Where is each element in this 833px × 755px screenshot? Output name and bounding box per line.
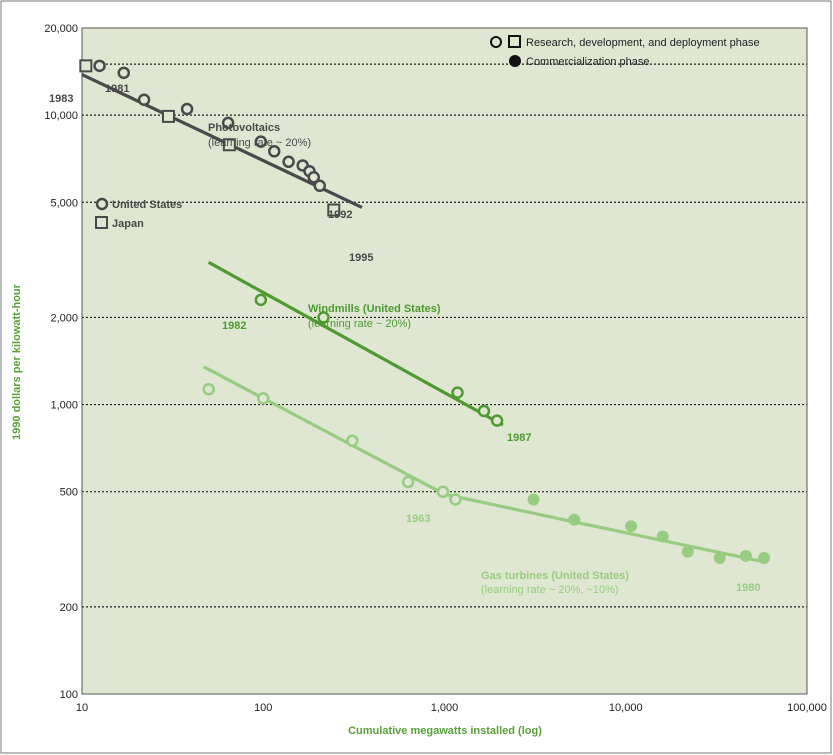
x-tick-label: 10,000 — [609, 702, 643, 714]
gas_rdd-point — [346, 434, 359, 447]
gas_commercial-point — [681, 545, 694, 558]
legend-commercial-label: Commercialization phase — [526, 56, 650, 68]
pv-title: Photovoltaics — [208, 122, 280, 134]
pv_japan-point — [222, 138, 236, 152]
pv-us-legend-label: United States — [112, 199, 182, 211]
gas_commercial-point — [739, 549, 752, 562]
pv_japan-point — [327, 203, 341, 217]
pv_japan-point — [161, 109, 175, 123]
pv_us-point — [282, 155, 295, 169]
legend-filled-circle-icon — [509, 55, 521, 67]
year-1981: 1981 — [105, 83, 129, 95]
year-1982: 1982 — [222, 320, 246, 332]
y-tick-label: 500 — [60, 487, 78, 499]
year-1980: 1980 — [736, 582, 760, 594]
gas_commercial-point — [568, 513, 581, 526]
x-tick-label: 10 — [76, 702, 88, 714]
pv_us-point — [221, 116, 235, 130]
pv_us-point — [180, 102, 194, 116]
y-tick-label: 5,000 — [50, 197, 78, 209]
wind-point — [317, 311, 330, 324]
pv-japan-legend-label: Japan — [112, 218, 144, 230]
gas_commercial-point — [656, 530, 669, 543]
wind-point — [477, 404, 491, 418]
x-tick-label: 1,000 — [431, 702, 459, 714]
pv-japan-legend-icon — [95, 216, 108, 229]
y-tick-label: 2,000 — [50, 312, 78, 324]
gas-trend-line — [203, 365, 768, 564]
pv_us-point — [93, 59, 106, 73]
pv_us-point — [117, 66, 131, 80]
gas_commercial-point — [625, 520, 638, 533]
gas_rdd-point — [202, 382, 215, 396]
legend-open-circle-icon — [490, 36, 502, 48]
y-tick-label: 20,000 — [44, 23, 78, 35]
year-1983: 1983 — [49, 93, 73, 105]
pv_us-point — [313, 179, 327, 193]
wind-point — [490, 414, 504, 427]
legend: Research, development, and deployment ph… — [490, 35, 760, 68]
y-tick-label: 1,000 — [50, 400, 78, 412]
gridlines — [82, 63, 807, 608]
legend-rdd-label: Research, development, and deployment ph… — [526, 37, 760, 49]
year-1995: 1995 — [349, 252, 373, 264]
x-tick-label: 100 — [254, 702, 272, 714]
wind-point — [451, 386, 464, 399]
y-tick-label: 10,000 — [44, 110, 78, 122]
gas_rdd-point — [257, 392, 270, 405]
pv-rate: (learning rate ~ 20%) — [208, 137, 311, 149]
data-points — [79, 59, 771, 565]
x-axis-title: Cumulative megawatts installed (log) — [348, 725, 542, 737]
pv_us-point — [137, 93, 151, 107]
x-tick-label: 100,000 — [787, 702, 827, 714]
wind-trend-line — [207, 260, 504, 427]
pv_us-point — [268, 145, 281, 158]
wind-rate: (learning rate ~ 20%) — [308, 318, 411, 330]
plot-frame — [81, 27, 808, 695]
year-1963: 1963 — [406, 513, 430, 525]
year-1992: 1992 — [328, 209, 352, 221]
y-axis-ticks: 100 200 500 1,000 2,000 5,000 10,000 20,000 — [44, 23, 78, 701]
y-tick-label: 200 — [60, 602, 78, 614]
gas_rdd-point — [436, 485, 450, 498]
x-axis-ticks: 10 100 1,000 10,000 100,000 — [76, 702, 827, 714]
gas_rdd-point — [401, 475, 415, 489]
wind-point — [254, 293, 268, 307]
gas_rdd-point — [449, 493, 462, 506]
pv_us-point — [254, 135, 268, 148]
plot-background — [82, 28, 807, 694]
pv_japan-point — [79, 59, 93, 73]
gas_commercial-point — [713, 552, 726, 565]
gas-rate: (learning rate ~ 20%, ~10%) — [481, 584, 619, 596]
gas_commercial-point — [758, 552, 771, 565]
pv-country-legend: United States Japan — [95, 197, 182, 230]
legend-open-square-icon — [508, 35, 521, 48]
y-tick-label: 100 — [60, 689, 78, 701]
pv-us-legend-icon — [95, 197, 109, 211]
gas_commercial-point — [527, 493, 540, 506]
pv_us-point — [307, 171, 321, 184]
gas-title: Gas turbines (United States) — [481, 570, 629, 582]
wind-title: Windmills (United States) — [308, 303, 441, 315]
y-axis-title: 1990 dollars per kilowatt-hour — [11, 283, 23, 440]
year-1987: 1987 — [507, 432, 531, 444]
